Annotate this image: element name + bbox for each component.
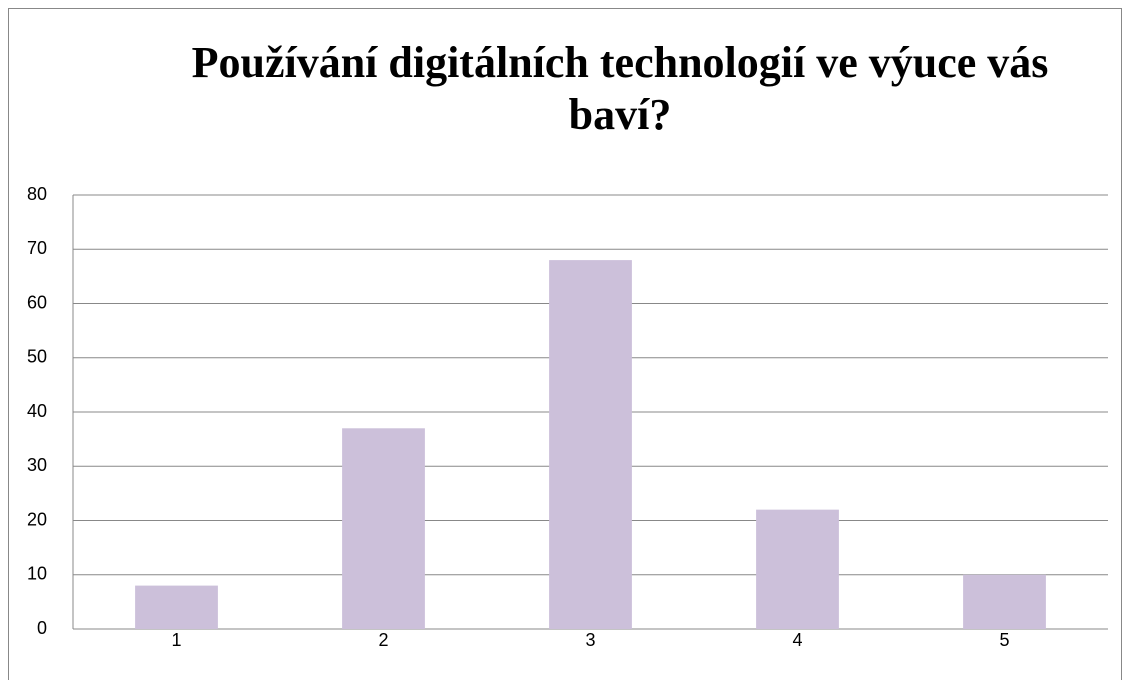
x-tick-label: 5 [999, 630, 1009, 650]
chart-title: Používání digitálních technologií ve výu… [191, 38, 1049, 139]
y-tick-label: 80 [27, 184, 47, 204]
y-tick-label: 60 [27, 292, 47, 312]
y-tick-label: 0 [37, 618, 47, 638]
y-tick-label: 10 [27, 564, 47, 584]
bar [963, 574, 1046, 629]
chart-frame [8, 8, 1122, 680]
bar [342, 428, 425, 629]
x-tick-label: 3 [585, 630, 595, 650]
x-tick-label: 2 [378, 630, 388, 650]
y-tick-label: 50 [27, 347, 47, 367]
x-tick-label: 4 [792, 630, 802, 650]
y-tick-label: 40 [27, 401, 47, 421]
bar [135, 585, 218, 629]
y-tick-label: 20 [27, 509, 47, 529]
y-tick-label: 30 [27, 455, 47, 475]
y-tick-label: 70 [27, 238, 47, 258]
x-tick-label: 1 [171, 630, 181, 650]
bar [549, 260, 632, 629]
bar [756, 509, 839, 629]
